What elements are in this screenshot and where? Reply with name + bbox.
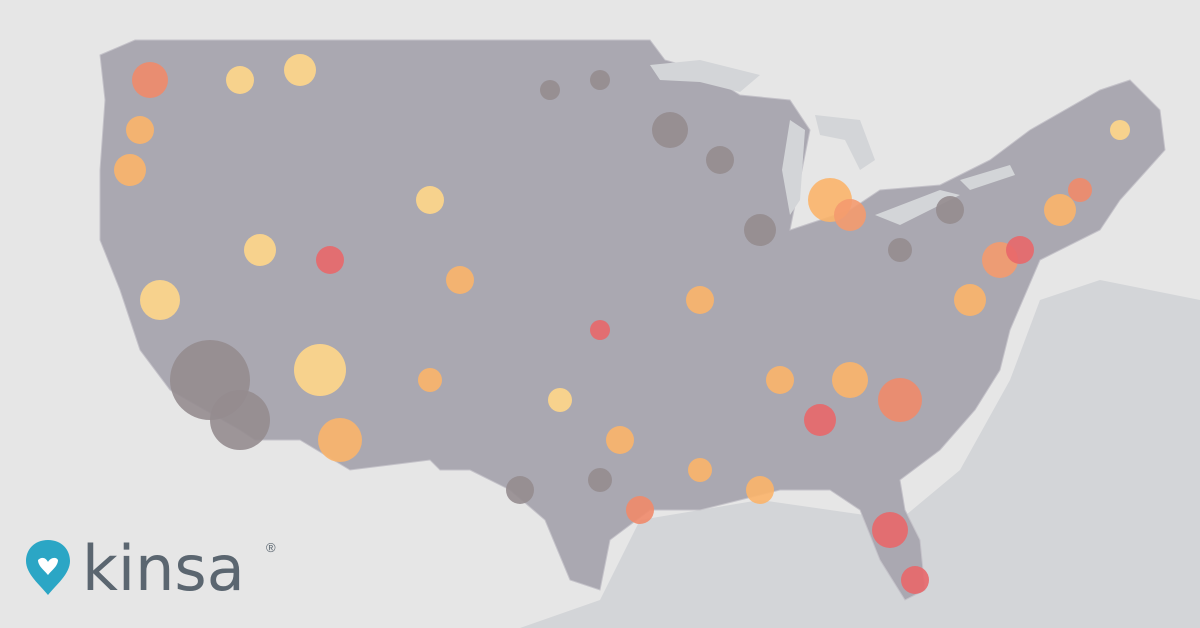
- hotspot: [418, 368, 442, 392]
- hotspot: [686, 286, 714, 314]
- lake-michigan: [782, 120, 805, 215]
- hotspot: [804, 404, 836, 436]
- hotspot: [1068, 178, 1092, 202]
- hotspot: [132, 62, 168, 98]
- hotspot: [1110, 120, 1130, 140]
- hotspot: [954, 284, 986, 316]
- hotspot: [588, 468, 612, 492]
- hotspot: [936, 196, 964, 224]
- hotspot: [652, 112, 688, 148]
- hotspot: [540, 80, 560, 100]
- hotspot: [688, 458, 712, 482]
- hotspot: [548, 388, 572, 412]
- hotspot: [506, 476, 534, 504]
- logo-heart: [38, 557, 58, 575]
- lake-superior: [650, 60, 760, 92]
- hotspot: [744, 214, 776, 246]
- hotspot: [226, 66, 254, 94]
- hotspot: [606, 426, 634, 454]
- hotspot: [284, 54, 316, 86]
- lake-erie: [875, 190, 960, 225]
- hotspot: [706, 146, 734, 174]
- hotspot: [114, 154, 146, 186]
- hotspot: [294, 344, 346, 396]
- hotspot: [244, 234, 276, 266]
- hotspot: [878, 378, 922, 422]
- lake-ontario: [960, 165, 1015, 190]
- hotspot: [210, 390, 270, 450]
- hotspot: [834, 199, 866, 231]
- hotspot: [901, 566, 929, 594]
- hotspot: [318, 418, 362, 462]
- hotspot: [140, 280, 180, 320]
- hotspot: [590, 70, 610, 90]
- lake-huron: [815, 115, 875, 170]
- hotspot: [746, 476, 774, 504]
- hotspot: [888, 238, 912, 262]
- logo-text: kinsa: [82, 532, 245, 605]
- hotspot: [126, 116, 154, 144]
- hotspot: [446, 266, 474, 294]
- hotspot: [1044, 194, 1076, 226]
- logo-registered: ®: [266, 540, 276, 555]
- hotspot: [316, 246, 344, 274]
- hotspots: [114, 54, 1130, 594]
- hotspot: [1006, 236, 1034, 264]
- hotspot: [872, 512, 908, 548]
- logo: kinsa ®: [26, 532, 276, 605]
- land-west: [0, 120, 520, 628]
- hotspot: [626, 496, 654, 524]
- hotspot: [832, 362, 868, 398]
- hotspot: [590, 320, 610, 340]
- hotspot: [766, 366, 794, 394]
- hotspot: [416, 186, 444, 214]
